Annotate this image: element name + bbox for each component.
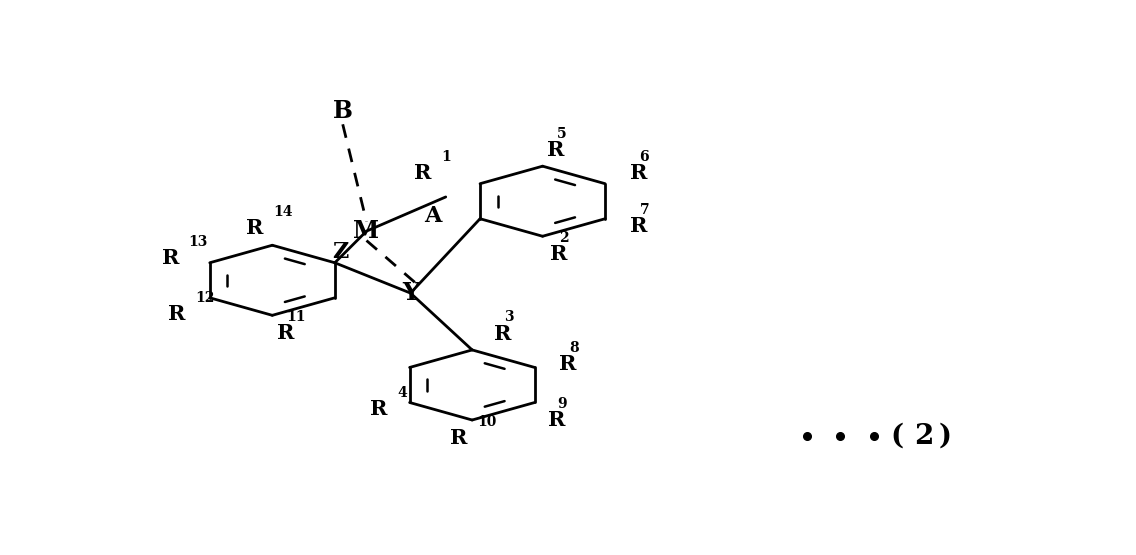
Text: R: R	[629, 216, 648, 236]
Text: 13: 13	[189, 235, 208, 249]
Text: 14: 14	[273, 205, 293, 219]
Text: R: R	[161, 249, 179, 269]
Text: M: M	[353, 219, 379, 243]
Text: 11: 11	[286, 310, 306, 324]
Text: R: R	[548, 411, 566, 431]
Text: 8: 8	[569, 341, 578, 355]
Text: 2: 2	[914, 423, 934, 450]
Text: 5: 5	[557, 127, 566, 140]
Text: R: R	[415, 163, 432, 183]
Text: 2: 2	[559, 231, 569, 245]
Text: R: R	[277, 323, 294, 343]
Text: 7: 7	[640, 203, 649, 217]
Text: ): )	[938, 423, 952, 450]
Text: R: R	[450, 428, 468, 448]
Text: R: R	[247, 218, 264, 238]
Text: R: R	[559, 354, 577, 374]
Text: R: R	[168, 304, 185, 324]
Text: 3: 3	[504, 310, 513, 324]
Text: R: R	[546, 140, 565, 160]
Text: B: B	[333, 99, 352, 123]
Text: R: R	[494, 324, 511, 344]
Text: 9: 9	[558, 397, 567, 411]
Text: A: A	[424, 205, 441, 227]
Text: 12: 12	[194, 291, 215, 305]
Text: 6: 6	[640, 150, 649, 164]
Text: R: R	[629, 163, 648, 183]
Text: Z: Z	[332, 241, 349, 264]
Text: 10: 10	[477, 415, 496, 428]
Text: (: (	[891, 423, 904, 450]
Text: 1: 1	[441, 150, 451, 164]
Text: R: R	[550, 244, 567, 264]
Text: 4: 4	[398, 386, 407, 400]
Text: Y: Y	[402, 281, 419, 305]
Text: R: R	[370, 399, 387, 419]
